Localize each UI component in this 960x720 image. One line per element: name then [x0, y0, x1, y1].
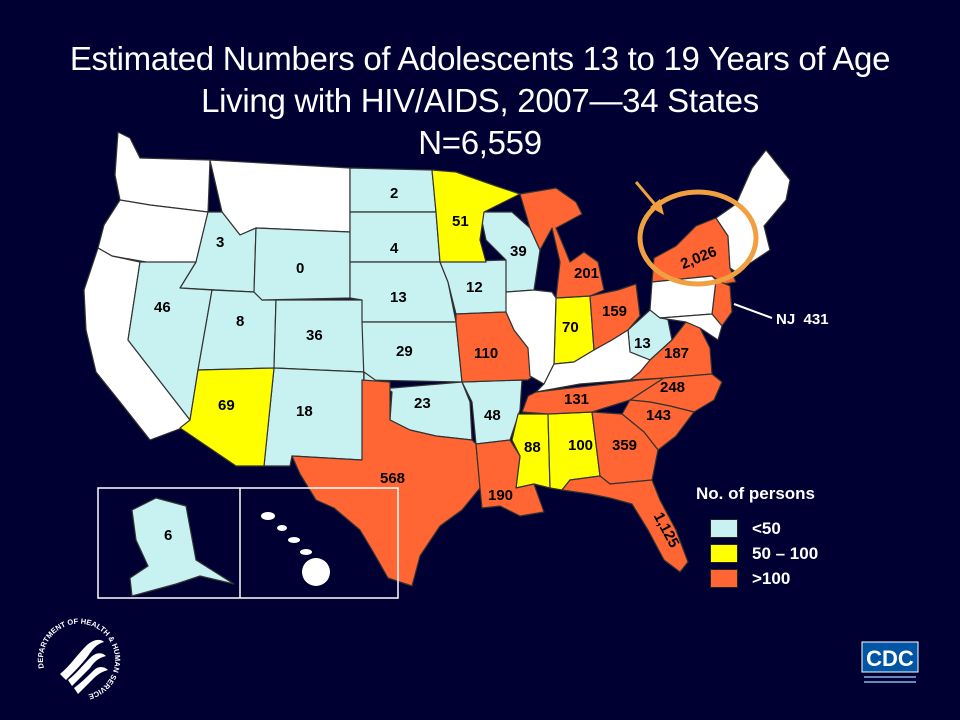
state-maryland-delaware — [659, 313, 723, 341]
title-line-1: Estimated Numbers of Adolescents 13 to 1… — [69, 40, 891, 77]
label-idaho: 3 — [216, 234, 224, 251]
state-hawaii — [302, 558, 330, 586]
state-kentucky — [535, 329, 651, 393]
legend-label-mid: 50 – 100 — [752, 543, 819, 563]
state-arizona — [179, 367, 275, 467]
highlight-arrow — [634, 181, 664, 215]
legend-swatch-high — [710, 569, 738, 588]
label-new-mexico: 18 — [296, 403, 313, 420]
label-nevada: 46 — [154, 299, 171, 316]
state-new-mexico — [263, 367, 365, 467]
label-louisiana: 190 — [488, 487, 513, 504]
label-alabama: 100 — [568, 437, 593, 454]
label-mississippi: 88 — [524, 439, 541, 456]
hhs-seal-logo: DEPARTMENT OF HEALTH & HUMAN SERVICES • … — [30, 608, 122, 701]
label-north-dakota: 2 — [390, 185, 398, 202]
nj-pointer-line — [733, 303, 773, 319]
legend: No. of persons <50 50 – 100 >100 — [696, 484, 818, 591]
label-indiana: 70 — [562, 319, 579, 336]
legend-row-low: <50 — [710, 516, 818, 541]
legend-row-high: >100 — [710, 566, 818, 591]
legend-title: No. of persons — [696, 484, 816, 503]
legend-swatch-low — [710, 519, 738, 538]
label-kansas: 29 — [396, 343, 413, 360]
label-arkansas: 48 — [484, 407, 501, 424]
state-florida — [561, 475, 689, 573]
label-oklahoma: 23 — [414, 395, 431, 412]
state-utah — [197, 289, 277, 371]
label-nebraska: 13 — [390, 289, 407, 306]
legend-swatch-mid — [710, 544, 738, 563]
label-tennessee: 131 — [564, 391, 589, 408]
label-iowa: 12 — [466, 279, 483, 296]
state-minnesota — [431, 169, 521, 263]
state-california — [83, 247, 191, 441]
cdc-logo-text: CDC — [866, 646, 914, 671]
label-new-jersey: NJ 431 — [776, 311, 829, 328]
legend-row-mid: 50 – 100 — [710, 541, 818, 566]
label-minnesota: 51 — [452, 213, 469, 230]
label-michigan: 201 — [574, 265, 599, 282]
label-south-dakota: 4 — [390, 240, 399, 257]
label-colorado: 36 — [306, 327, 323, 344]
state-louisiana — [475, 439, 545, 517]
state-texas — [291, 379, 481, 587]
state-wyoming — [253, 227, 351, 301]
label-west-virginia: 13 — [634, 335, 651, 352]
label-ohio: 159 — [602, 303, 627, 320]
hawaii-island-4 — [300, 549, 312, 555]
slide-title: Estimated Numbers of Adolescents 13 to 1… — [0, 38, 960, 164]
label-georgia: 359 — [612, 437, 637, 454]
label-wisconsin: 39 — [510, 243, 527, 260]
label-arizona: 69 — [218, 397, 235, 414]
hawaii-island-2 — [277, 525, 287, 531]
title-line-3: N=6,559 — [418, 124, 542, 161]
label-utah: 8 — [236, 313, 244, 330]
legend-label-high: >100 — [752, 568, 791, 588]
label-texas: 568 — [380, 470, 405, 487]
hawaii-island-1 — [261, 512, 275, 520]
label-wyoming: 0 — [296, 260, 304, 277]
label-south-carolina: 143 — [646, 407, 671, 424]
alaska-hawaii-inset — [97, 487, 399, 599]
hawaii-island-3 — [288, 537, 300, 543]
title-line-2: Living with HIV/AIDS, 2007—34 States — [201, 82, 759, 119]
state-washington — [114, 131, 211, 213]
label-alaska: 6 — [164, 527, 172, 544]
legend-label-low: <50 — [752, 518, 781, 538]
cdc-logo: CDC — [861, 641, 919, 683]
state-michigan — [519, 187, 605, 299]
label-virginia: 187 — [664, 345, 689, 362]
label-missouri: 110 — [474, 345, 498, 362]
state-alaska-inset — [129, 497, 235, 597]
highlight-ring — [637, 189, 759, 287]
label-north-carolina: 248 — [660, 379, 685, 396]
state-new-england — [715, 149, 791, 273]
